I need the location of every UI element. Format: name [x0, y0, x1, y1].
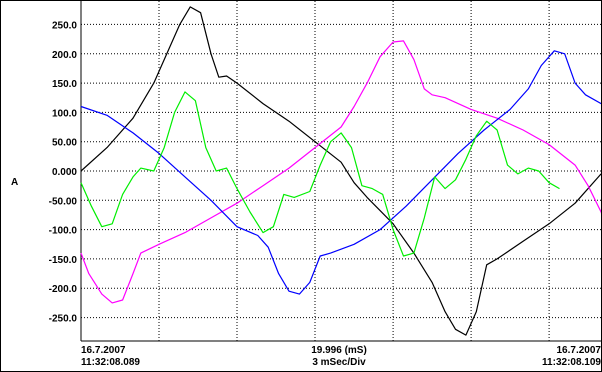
footer-left-time: 11:32:08.089	[81, 357, 140, 368]
series-line-4	[80, 91, 560, 257]
y-axis-label: A	[11, 177, 18, 188]
y-tick-labels: 250.0 200.0 150.0 100.0 50.00 0.000 -50.00 -100…	[49, 20, 78, 324]
y-tick-label: 150.0	[52, 79, 77, 90]
y-tick-label: 250.0	[52, 20, 77, 31]
y-tick-label: 100.0	[52, 108, 77, 119]
y-tick-label: -250.0	[49, 314, 78, 325]
series-line-3	[80, 50, 601, 295]
y-tick-label: -200.0	[49, 284, 78, 295]
y-tick-label: -150.0	[49, 255, 78, 266]
series-line-1	[80, 6, 601, 336]
footer-center-span: 19.996 (mS)	[311, 345, 367, 356]
footer-left-date: 16.7.2007	[81, 345, 126, 356]
series-line-2	[80, 40, 601, 304]
series-lines	[80, 6, 601, 336]
footer-center-scale: 3 mSec/Div	[312, 357, 366, 368]
y-tick-label: 50.00	[52, 138, 77, 149]
y-tick-label: 200.0	[52, 50, 77, 61]
y-tick-label: -50.00	[49, 196, 78, 207]
y-tick-label: -100.0	[49, 226, 78, 237]
footer-right-date: 16.7.2007	[557, 345, 602, 356]
y-tick-label: 0.000	[52, 167, 77, 178]
footer-right-time: 11:32:08.109	[542, 357, 601, 368]
x-footer: 16.7.2007 11:32:08.089 19.996 (mS) 3 mSe…	[81, 345, 601, 368]
